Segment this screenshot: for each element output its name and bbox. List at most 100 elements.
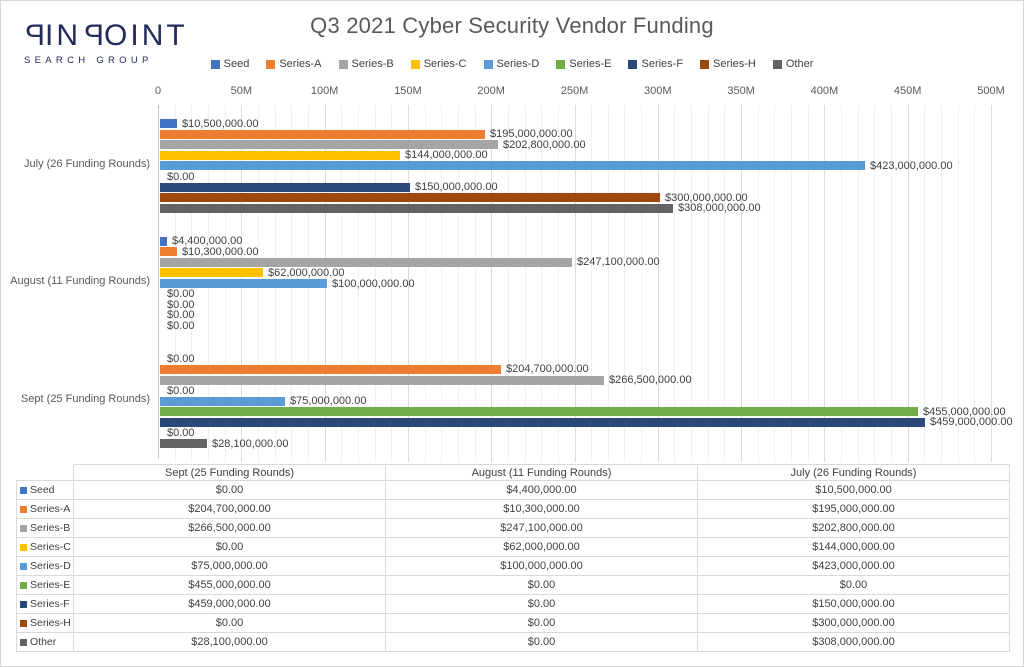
bar-value-label: $459,000,000.00 [930, 416, 1013, 429]
bar-series-b-august [160, 257, 572, 267]
legend-label: Other [785, 58, 814, 70]
bar-value-label: $150,000,000.00 [415, 181, 498, 194]
table-row-label-text: Seed [30, 484, 55, 496]
gridline [624, 105, 626, 462]
axis-tick-50m: 50M [230, 85, 252, 97]
table-row-label-series-f: Series-F [16, 595, 74, 614]
table-cell-other-july: $308,000,000.00 [698, 633, 1010, 652]
table-swatch-other [20, 638, 27, 646]
bar-series-b-july [160, 140, 498, 150]
table-cell-series-h-sept: $0.00 [74, 614, 386, 633]
table-row-label-text: Series-H [30, 617, 71, 629]
bar-series-h-july [160, 193, 660, 203]
table-cell-series-b-august: $247,100,000.00 [386, 519, 698, 538]
table-row-label-series-e: Series-E [16, 576, 74, 595]
gridline [691, 105, 693, 462]
table-row-label-text: Series-F [30, 598, 70, 610]
category-label-sept: Sept (25 Funding Rounds) [20, 393, 150, 406]
gridline [407, 105, 409, 462]
bar-value-label: $300,000,000.00 [665, 191, 748, 204]
gridline [791, 105, 793, 462]
table-header-sept: Sept (25 Funding Rounds) [74, 464, 386, 481]
bar-value-label: $0.00 [167, 352, 195, 365]
gridline [541, 105, 543, 462]
legend-label: Series-B [351, 58, 394, 70]
table-cell-series-d-august: $100,000,000.00 [386, 557, 698, 576]
axis-tick-400m: 400M [810, 85, 839, 97]
legend-label: Series-E [569, 58, 612, 70]
gridline [474, 105, 476, 462]
legend-swatch-series-b [338, 59, 348, 69]
legend-swatch-series-h [700, 59, 710, 69]
table-cell-seed-july: $10,500,000.00 [698, 481, 1010, 500]
legend-swatch-series-f [628, 59, 638, 69]
table-row-label-series-a: Series-A [16, 500, 74, 519]
gridline [557, 105, 559, 462]
gridline [641, 105, 643, 462]
gridline [774, 105, 776, 462]
gridline [824, 105, 826, 462]
table-row-label-seed: Seed [16, 481, 74, 500]
category-label-august: August (11 Funding Rounds) [10, 275, 150, 288]
table-swatch-series-b [20, 524, 27, 532]
table-cell-series-b-sept: $266,500,000.00 [74, 519, 386, 538]
gridline [524, 105, 526, 462]
axis-tick-500m: 500M [977, 85, 1005, 97]
logo-wordmark: PINPOINT [22, 19, 188, 52]
gridline [674, 105, 676, 462]
legend-swatch-seed [210, 59, 220, 69]
bar-series-c-july [160, 150, 400, 160]
axis-tick-300m: 300M [644, 85, 672, 97]
bar-value-label: $10,500,000.00 [182, 117, 259, 130]
gridline [491, 105, 493, 462]
legend-label: Series-C [423, 58, 467, 70]
table-cell-series-c-july: $144,000,000.00 [698, 538, 1010, 557]
table-cell-seed-sept: $0.00 [74, 481, 386, 500]
gridline [607, 105, 609, 462]
legend-item-other: Other [772, 58, 814, 70]
table-cell-series-e-sept: $455,000,000.00 [74, 576, 386, 595]
table-header-july: July (26 Funding Rounds) [698, 464, 1010, 481]
gridline [707, 105, 709, 462]
table-cell-series-d-july: $423,000,000.00 [698, 557, 1010, 576]
table-row-label-text: Series-B [30, 522, 71, 534]
table-row-label-text: Series-C [30, 541, 71, 553]
table-cell-series-c-sept: $0.00 [74, 538, 386, 557]
table-cell-series-f-august: $0.00 [386, 595, 698, 614]
bar-series-e-sept [160, 407, 918, 417]
table-cell-series-a-july: $195,000,000.00 [698, 500, 1010, 519]
bar-seed-july [160, 119, 177, 128]
legend-item-seed: Seed [210, 58, 249, 70]
logo-subtext: SEARCH GROUP [24, 55, 153, 66]
gridline [941, 105, 943, 462]
gridline [891, 105, 893, 462]
legend-item-series-c: Series-C [410, 58, 467, 70]
bar-value-label: $455,000,000.00 [923, 405, 1006, 418]
axis-tick-350m: 350M [727, 85, 755, 97]
table-swatch-series-f [20, 600, 27, 608]
table-cell-other-august: $0.00 [386, 633, 698, 652]
bar-series-f-sept [160, 417, 925, 427]
legend-label: Series-D [496, 58, 540, 70]
gridline [757, 105, 759, 462]
table-cell-series-h-august: $0.00 [386, 614, 698, 633]
legend-label: Series-F [641, 58, 684, 70]
legend-swatch-series-e [556, 59, 566, 69]
bar-series-c-august [160, 268, 263, 278]
bar-series-d-july [160, 161, 865, 171]
legend-item-series-e: Series-E [556, 58, 611, 70]
bar-value-label: $0.00 [167, 427, 195, 440]
chart-title: Q3 2021 Cyber Security Vendor Funding [310, 13, 714, 38]
plot-area: $10,500,000.00 $195,000,000.00 $202,800,00… [158, 105, 1013, 462]
gridline [391, 105, 393, 462]
legend-item-series-h: Series-H [700, 58, 756, 70]
table-swatch-series-h [20, 619, 27, 627]
table-row-label-other: Other [16, 633, 74, 652]
bar-value-label: $28,100,000.00 [212, 437, 289, 450]
bar-series-a-august [160, 247, 177, 257]
gridline [357, 105, 359, 462]
bar-value-label: $308,000,000.00 [678, 202, 761, 215]
bar-value-label: $202,800,000.00 [503, 138, 586, 151]
legend-swatch-series-c [410, 59, 420, 69]
